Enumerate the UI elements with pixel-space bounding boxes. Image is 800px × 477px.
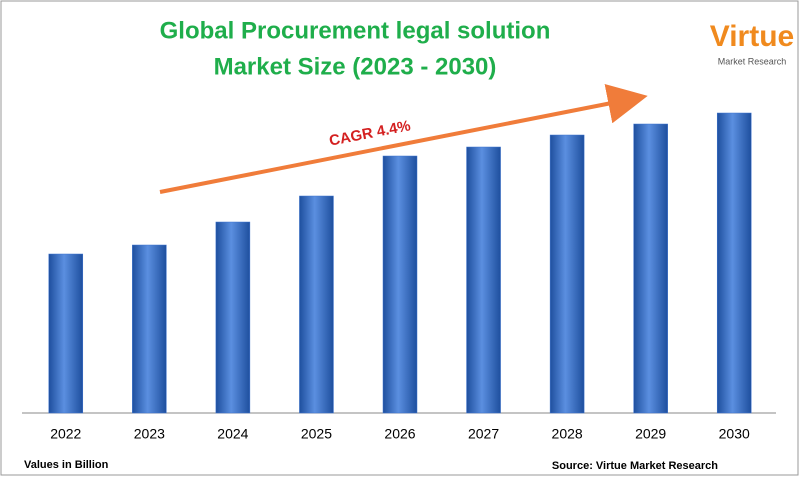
bar (132, 244, 167, 414)
trend-arrow (159, 84, 648, 194)
bar (633, 123, 668, 414)
bar (48, 253, 84, 414)
logo-tagline: Market Research (718, 56, 787, 66)
bar (382, 155, 418, 414)
bar (299, 195, 334, 414)
bar (549, 134, 585, 414)
x-tick-label: 2027 (468, 426, 499, 442)
x-tick-label: 2028 (552, 426, 583, 442)
x-tick-label: 2025 (301, 426, 332, 442)
bar (466, 146, 501, 414)
chart-title: Global Procurement legal solution (160, 17, 551, 44)
x-tick-label: 2026 (384, 426, 415, 442)
logo-name: Virtue (710, 20, 794, 53)
x-tick-label: 2024 (217, 426, 248, 442)
x-tick-label: 2029 (635, 426, 666, 442)
logo: Virtue Market Research (710, 20, 794, 66)
x-tick-label: 2022 (50, 426, 81, 442)
source-note: Source: Virtue Market Research (552, 460, 718, 472)
x-tick-label: 2030 (719, 426, 750, 442)
chart-title: Market Size (2023 - 2030) (214, 53, 497, 80)
bar (716, 112, 752, 414)
x-tick-label: 2023 (134, 426, 165, 442)
unit-note: Values in Billion (24, 459, 109, 471)
bar (215, 221, 251, 414)
